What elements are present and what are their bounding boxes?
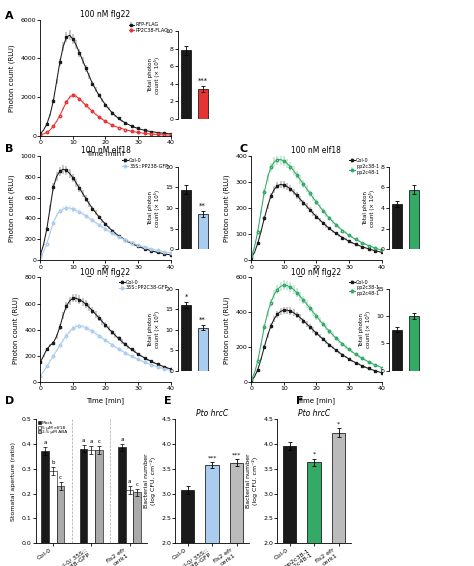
Y-axis label: Total photon
count (× 10⁵): Total photon count (× 10⁵) — [148, 190, 160, 226]
Bar — [181, 50, 191, 119]
X-axis label: Time [min]: Time [min] — [86, 397, 125, 404]
Text: c: c — [59, 475, 62, 481]
Y-axis label: Total photon
count (× 10⁵): Total photon count (× 10⁵) — [363, 190, 375, 226]
Title: 100 nM elf18: 100 nM elf18 — [292, 146, 341, 155]
Bar — [134, 492, 141, 543]
X-axis label: Time [min]: Time [min] — [86, 151, 125, 157]
Title: 100 nM flg22: 100 nM flg22 — [81, 10, 130, 19]
Bar — [392, 204, 402, 249]
Title: 100 nM flg22: 100 nM flg22 — [292, 268, 341, 277]
Bar — [181, 305, 191, 371]
Legend: Col-0, 35S::PP238-GFP: Col-0, 35S::PP238-GFP — [122, 158, 168, 169]
Text: *: * — [312, 452, 316, 457]
Bar — [198, 328, 208, 371]
Text: **: ** — [199, 317, 206, 323]
Bar — [198, 214, 208, 249]
Bar — [283, 446, 296, 566]
Legend: Col-0, pp2c38-1
pp2c48-1: Col-0, pp2c38-1 pp2c48-1 — [349, 280, 379, 296]
Text: E: E — [164, 396, 171, 406]
X-axis label: Time [min]: Time [min] — [297, 275, 336, 282]
Y-axis label: Photon count (RLU): Photon count (RLU) — [12, 296, 19, 363]
Title: Pto hrcC: Pto hrcC — [298, 409, 330, 418]
Text: c: c — [98, 439, 100, 444]
Legend: Mock, 5 μM elf18, 2.5 μM ABA: Mock, 5 μM elf18, 2.5 μM ABA — [38, 421, 67, 434]
Text: a: a — [120, 437, 124, 441]
Y-axis label: Bacterial number
(log CFU. cm⁻²): Bacterial number (log CFU. cm⁻²) — [144, 454, 156, 508]
Text: b: b — [51, 460, 55, 465]
Bar — [181, 490, 194, 566]
X-axis label: Time [min]: Time [min] — [86, 275, 125, 282]
Bar — [126, 490, 134, 543]
Bar — [87, 450, 95, 543]
Bar — [409, 316, 419, 371]
Y-axis label: Total photon
count (× 10⁵): Total photon count (× 10⁵) — [148, 57, 160, 93]
Text: a: a — [90, 439, 93, 444]
Y-axis label: Total photon
count (× 10⁵): Total photon count (× 10⁵) — [359, 311, 371, 348]
Text: ***: *** — [208, 455, 217, 460]
Legend: Col-0, 35S::PP2C38-GFP: Col-0, 35S::PP2C38-GFP — [119, 280, 168, 290]
Text: a: a — [82, 438, 85, 443]
Legend: RFP-FLAG, PP2C38-FLAG: RFP-FLAG, PP2C38-FLAG — [128, 22, 168, 33]
Bar — [118, 448, 126, 543]
Bar — [205, 465, 219, 566]
Bar — [409, 190, 419, 249]
Bar — [80, 449, 87, 543]
Y-axis label: Photon count (RLU): Photon count (RLU) — [9, 174, 15, 242]
Y-axis label: Bacterial number
(log CFU. cm⁻²): Bacterial number (log CFU. cm⁻²) — [246, 454, 258, 508]
Text: c: c — [136, 482, 139, 487]
Bar — [95, 450, 103, 543]
Bar — [49, 471, 57, 543]
Text: ***: *** — [232, 452, 241, 457]
Text: B: B — [5, 144, 13, 155]
Y-axis label: Photon count (RLU): Photon count (RLU) — [223, 296, 230, 363]
Text: **: ** — [199, 203, 206, 209]
Y-axis label: Photon count (RLU): Photon count (RLU) — [223, 174, 230, 242]
Title: 100 nM elf18: 100 nM elf18 — [81, 146, 130, 155]
Text: ***: *** — [198, 78, 208, 84]
Title: 100 nM flg22: 100 nM flg22 — [81, 268, 130, 277]
Text: *: * — [337, 421, 340, 426]
Bar — [41, 451, 49, 543]
Bar — [230, 462, 243, 566]
Text: *: * — [184, 293, 188, 299]
Text: a: a — [44, 440, 47, 445]
Text: A: A — [5, 11, 13, 22]
Y-axis label: Photon count (RLU): Photon count (RLU) — [9, 44, 15, 112]
Legend: Col-0, pp2c38-1
pp2c48-1: Col-0, pp2c38-1 pp2c48-1 — [349, 158, 379, 174]
X-axis label: Time [min]: Time [min] — [297, 397, 336, 404]
Text: D: D — [5, 396, 14, 406]
Text: C: C — [239, 144, 247, 155]
Title: Pto hrcC: Pto hrcC — [196, 409, 228, 418]
Text: F: F — [296, 396, 304, 406]
Bar — [181, 190, 191, 249]
Bar — [307, 462, 321, 566]
Y-axis label: Stomatal aperture (ratio): Stomatal aperture (ratio) — [11, 441, 16, 521]
Text: a: a — [128, 479, 131, 484]
Bar — [332, 433, 345, 566]
Bar — [57, 486, 64, 543]
Y-axis label: Total photon
count (× 10⁵): Total photon count (× 10⁵) — [148, 311, 160, 348]
Bar — [392, 329, 402, 371]
Bar — [198, 89, 208, 119]
